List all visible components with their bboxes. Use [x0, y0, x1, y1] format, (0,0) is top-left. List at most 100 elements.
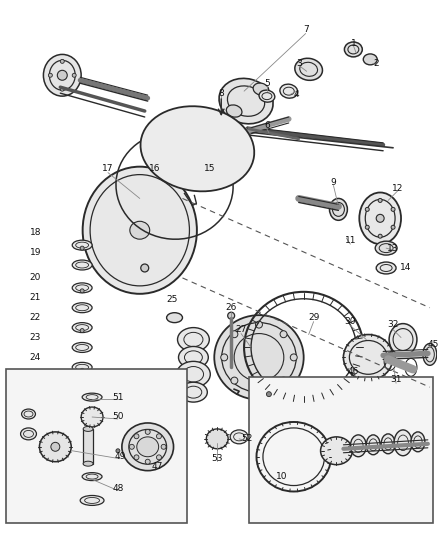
Text: 16: 16: [148, 164, 160, 173]
Bar: [6, 369, 187, 523]
Ellipse shape: [140, 106, 254, 191]
Ellipse shape: [80, 328, 84, 333]
Text: 31: 31: [389, 375, 401, 384]
Ellipse shape: [255, 387, 262, 394]
Ellipse shape: [363, 54, 376, 65]
Ellipse shape: [83, 461, 93, 466]
Ellipse shape: [145, 430, 150, 434]
Ellipse shape: [130, 221, 149, 239]
Ellipse shape: [134, 455, 139, 460]
Ellipse shape: [167, 132, 172, 137]
Ellipse shape: [82, 393, 102, 401]
Ellipse shape: [176, 361, 210, 387]
Text: 51: 51: [112, 393, 124, 402]
Ellipse shape: [134, 434, 139, 439]
Ellipse shape: [166, 313, 182, 322]
Text: 14: 14: [399, 263, 411, 272]
Ellipse shape: [393, 430, 411, 456]
Text: 19: 19: [30, 248, 41, 256]
Ellipse shape: [279, 377, 286, 384]
Ellipse shape: [263, 435, 297, 447]
Ellipse shape: [137, 437, 158, 457]
Text: 29: 29: [307, 313, 318, 322]
Ellipse shape: [279, 331, 286, 338]
Text: 6: 6: [263, 122, 269, 131]
Text: 23: 23: [30, 333, 41, 342]
Ellipse shape: [60, 87, 64, 91]
Ellipse shape: [365, 435, 379, 455]
Ellipse shape: [82, 473, 102, 481]
Ellipse shape: [161, 445, 166, 449]
Text: 4: 4: [293, 90, 299, 99]
Bar: [83, 429, 93, 464]
Ellipse shape: [178, 346, 208, 368]
Ellipse shape: [72, 73, 76, 77]
Ellipse shape: [72, 362, 92, 372]
Ellipse shape: [279, 84, 297, 98]
Ellipse shape: [374, 241, 396, 255]
Ellipse shape: [320, 437, 352, 465]
Ellipse shape: [388, 324, 416, 356]
Text: 2: 2: [373, 59, 378, 68]
Ellipse shape: [230, 377, 237, 384]
Ellipse shape: [230, 331, 237, 338]
Ellipse shape: [82, 167, 196, 294]
Ellipse shape: [145, 459, 150, 464]
Ellipse shape: [422, 343, 436, 365]
Ellipse shape: [240, 144, 245, 149]
Ellipse shape: [231, 122, 236, 126]
Ellipse shape: [80, 368, 84, 372]
Ellipse shape: [39, 432, 71, 462]
Text: 7: 7: [302, 25, 308, 34]
Text: 26: 26: [225, 303, 237, 312]
Ellipse shape: [43, 54, 81, 96]
Ellipse shape: [80, 289, 84, 293]
Ellipse shape: [206, 429, 228, 449]
Text: 8: 8: [218, 88, 223, 98]
Ellipse shape: [141, 264, 148, 272]
Text: 53: 53: [211, 454, 223, 463]
Ellipse shape: [81, 407, 103, 427]
Ellipse shape: [390, 225, 394, 229]
Ellipse shape: [21, 428, 36, 440]
Text: 10: 10: [276, 472, 287, 481]
Text: 5: 5: [263, 79, 269, 88]
Ellipse shape: [344, 42, 361, 57]
Ellipse shape: [48, 73, 52, 77]
Ellipse shape: [265, 459, 295, 471]
Ellipse shape: [72, 303, 92, 313]
Ellipse shape: [184, 175, 188, 180]
Ellipse shape: [230, 430, 247, 444]
Ellipse shape: [226, 105, 241, 117]
Ellipse shape: [178, 121, 232, 173]
Text: 21: 21: [30, 293, 41, 302]
Ellipse shape: [60, 59, 64, 63]
Text: 13: 13: [386, 244, 398, 253]
Text: 48: 48: [112, 484, 124, 493]
Ellipse shape: [260, 423, 300, 435]
Text: 9: 9: [330, 178, 336, 187]
Ellipse shape: [343, 335, 392, 380]
Ellipse shape: [253, 83, 268, 95]
Text: 25: 25: [166, 295, 177, 304]
Ellipse shape: [375, 262, 395, 274]
Ellipse shape: [231, 167, 236, 172]
Ellipse shape: [227, 312, 234, 319]
Ellipse shape: [177, 328, 209, 351]
Ellipse shape: [329, 198, 346, 220]
Ellipse shape: [294, 58, 322, 80]
Ellipse shape: [265, 447, 296, 459]
Text: 17: 17: [102, 164, 113, 173]
Text: 27: 27: [235, 325, 246, 334]
Ellipse shape: [258, 90, 274, 102]
Ellipse shape: [377, 234, 381, 238]
Ellipse shape: [83, 426, 93, 431]
Ellipse shape: [358, 192, 400, 244]
Ellipse shape: [129, 445, 134, 449]
Ellipse shape: [364, 225, 368, 229]
Text: 1: 1: [350, 39, 355, 48]
Text: 32: 32: [386, 320, 398, 329]
Ellipse shape: [220, 354, 227, 361]
Ellipse shape: [364, 207, 368, 212]
Ellipse shape: [156, 455, 161, 460]
